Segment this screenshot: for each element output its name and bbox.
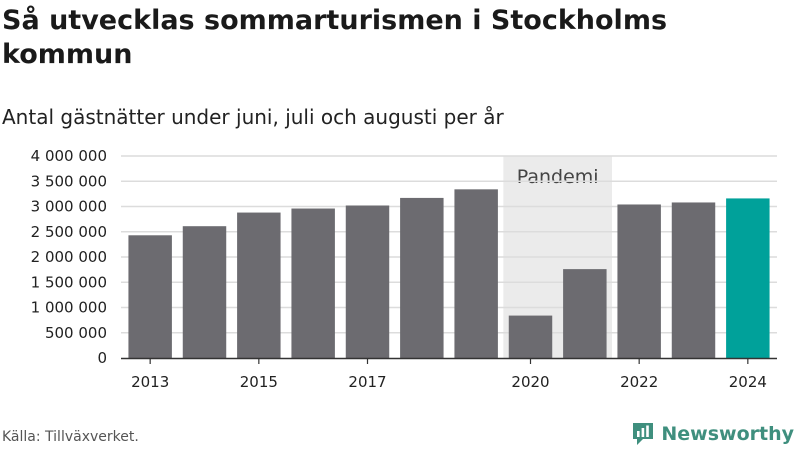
x-tick-label: 2024 <box>729 373 767 391</box>
brand-name: Newsworthy <box>661 423 794 445</box>
x-tick-label: 2015 <box>240 373 278 391</box>
bar-2018 <box>400 197 444 358</box>
bar-2021 <box>563 269 607 358</box>
y-tick-label: 3 000 000 <box>31 198 107 216</box>
chart-subtitle: Antal gästnätter under juni, juli och au… <box>2 105 504 129</box>
y-tick-label: 500 000 <box>45 324 107 342</box>
y-tick-label: 2 000 000 <box>31 248 107 266</box>
bar-chart: Pandemi 0 500 000 1 000 000 1 500 000 2 000 0… <box>31 147 777 391</box>
y-tick-label: 1 000 000 <box>31 299 107 317</box>
newsworthy-logo-icon <box>633 423 654 445</box>
bar-2013 <box>128 235 172 358</box>
bar-2015 <box>237 212 281 358</box>
y-tick-label: 1 500 000 <box>31 273 107 291</box>
y-tick-label: 0 <box>97 349 107 367</box>
bar-2020 <box>508 315 553 358</box>
pandemic-band-label: Pandemi <box>517 166 599 188</box>
x-tick-label: 2017 <box>348 373 386 391</box>
y-tick-label: 4 000 000 <box>31 147 107 165</box>
bar-2022 <box>617 204 661 358</box>
x-tick-label: 2013 <box>131 373 169 391</box>
bar-2014 <box>182 226 227 358</box>
brand-logo: Newsworthy <box>631 420 794 448</box>
bar-2016 <box>291 208 335 358</box>
source-note: Källa: Tillväxverket. <box>2 429 139 445</box>
bar-2023 <box>671 202 716 358</box>
bar-2024 <box>726 198 770 358</box>
y-tick-label: 3 500 000 <box>31 172 107 190</box>
bar-2017 <box>345 205 390 358</box>
x-tick-label: 2020 <box>511 373 549 391</box>
chart-title: Så utvecklas sommarturismen i Stockholms… <box>2 5 668 70</box>
x-tick-label: 2022 <box>620 373 658 391</box>
bar-2019 <box>454 189 498 358</box>
y-tick-label: 2 500 000 <box>31 223 107 241</box>
